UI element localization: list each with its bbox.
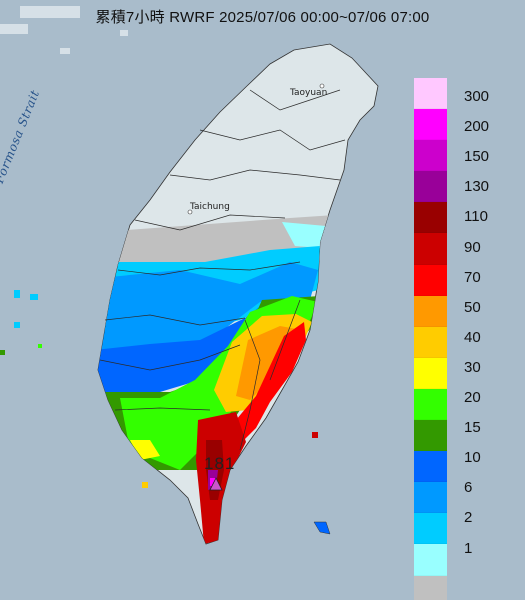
legend-swatch [414,544,447,576]
legend-swatch [414,171,447,203]
legend-label: 2 [464,509,473,527]
legend-label: 150 [464,148,490,166]
rain-band-2 [282,222,326,248]
rain-band-70 [236,322,306,440]
map-title: 累積7小時 RWRF 2025/07/06 00:00~07/06 07:00 [95,9,430,26]
county-boundaries [99,89,346,451]
legend-label: 20 [464,389,481,406]
taichung-label: Taichung [190,202,230,212]
legend-swatch [414,140,447,172]
legend-label: 40 [464,328,481,346]
legend-color-bar [414,78,447,600]
legend-swatch [414,326,447,358]
taichung-marker-icon [187,209,193,215]
legend-label: 30 [464,358,481,376]
legend-swatch [414,295,447,327]
legend-label: 130 [464,178,490,196]
legend-label: 50 [464,298,481,316]
legend-swatch [414,202,447,234]
legend-label: 300 [464,88,490,105]
rain-band-10a [100,262,318,360]
offshore-islands [0,290,331,535]
legend-swatch [414,575,447,600]
legend-swatch [414,420,447,452]
rainfall-field [98,215,335,544]
legend-swatch [414,388,447,421]
legend-swatch [414,78,447,110]
legend-swatch [414,451,447,483]
legend-swatch [414,109,447,141]
max-rain-value: 181 [204,454,236,473]
legend-label: 6 [464,479,473,497]
taoyuan-marker-icon [319,83,325,89]
legend-label: 110 [464,208,488,226]
legend-label: 70 [464,268,481,286]
legend-label: 10 [464,449,481,467]
legend-swatch [414,233,447,265]
legend-swatch [414,357,447,389]
legend-swatch [414,264,447,296]
rain-band-10b [98,305,262,395]
legend-label: 200 [464,118,490,136]
taoyuan-label: Taoyuan [290,88,328,98]
legend-label: 1 [464,539,473,557]
legend-swatch [414,482,447,514]
legend-label: 90 [464,238,481,256]
legend-swatch [414,513,447,545]
legend-label: 15 [464,419,481,437]
sea-cloud-flecks [0,6,128,54]
max-rain-marker-icon [209,477,223,491]
